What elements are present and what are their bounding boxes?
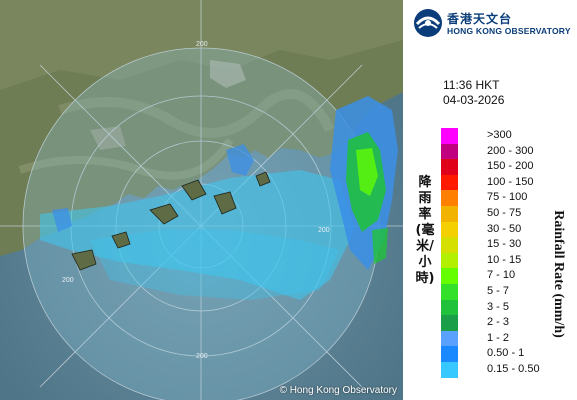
map-credit: © Hong Kong Observatory bbox=[279, 385, 397, 396]
logo-chinese-text: 香港天文台 bbox=[447, 12, 513, 26]
legend-label: 2 - 3 bbox=[487, 316, 510, 329]
legend-label: 5 - 7 bbox=[487, 284, 510, 297]
legend-label: 100 - 150 bbox=[487, 175, 534, 188]
range-label-left: 200 bbox=[62, 277, 74, 284]
legend-label: 75 - 100 bbox=[487, 191, 528, 204]
legend-label: >300 bbox=[487, 129, 512, 141]
legend-label: 3 - 5 bbox=[487, 300, 510, 313]
legend-row: 0.50 - 1 bbox=[441, 346, 551, 362]
legend-swatch bbox=[441, 299, 458, 316]
legend-panel: 香港天文台 HONG KONG OBSERVATORY 11:36 HKT 04… bbox=[403, 0, 577, 400]
legend-row: 15 - 30 bbox=[441, 237, 551, 253]
legend-row: 5 - 7 bbox=[441, 283, 551, 300]
legend-row: 30 - 50 bbox=[441, 221, 551, 238]
coastline-islands bbox=[71, 171, 271, 271]
legend-row: 3 - 5 bbox=[441, 299, 551, 316]
legend-label: 30 - 50 bbox=[487, 222, 522, 235]
observatory-logo[interactable]: 香港天文台 HONG KONG OBSERVATORY bbox=[413, 8, 573, 38]
legend-row: 0.15 - 0.50 bbox=[441, 361, 551, 378]
legend-row: 200 - 300 bbox=[441, 143, 551, 160]
rain-echo-light bbox=[40, 170, 355, 300]
legend-swatch bbox=[441, 361, 458, 378]
legend-swatch bbox=[441, 221, 458, 238]
legend-row: 1 - 2 bbox=[441, 330, 551, 347]
legend-swatch bbox=[441, 205, 458, 222]
range-label-right: 200 bbox=[318, 227, 330, 234]
radar-map[interactable]: 200 200 200 200 © Hong Kong Observatory bbox=[0, 0, 403, 400]
legend-swatch bbox=[441, 237, 458, 253]
legend-row: 50 - 75 bbox=[441, 205, 551, 222]
legend-label: 0.50 - 1 bbox=[487, 347, 525, 360]
legend-row: 2 - 3 bbox=[441, 315, 551, 331]
legend-swatch bbox=[441, 143, 458, 160]
legend-swatch bbox=[441, 252, 458, 269]
legend-label: 7 - 10 bbox=[487, 269, 516, 282]
observatory-logo-icon bbox=[414, 9, 442, 37]
legend-label: 0.15 - 0.50 bbox=[487, 362, 540, 375]
legend-title-chinese: 降雨率(毫米/小時) bbox=[415, 175, 435, 286]
legend-row: 7 - 10 bbox=[441, 268, 551, 284]
legend-title-english: Rainfall Rate (mm/h) bbox=[551, 210, 566, 338]
legend-label: 1 - 2 bbox=[487, 331, 510, 344]
legend-title-english-wrap: Rainfall Rate (mm/h) bbox=[545, 184, 571, 364]
legend-swatch bbox=[441, 128, 458, 144]
legend-label: 15 - 30 bbox=[487, 238, 522, 251]
range-label-bottom: 200 bbox=[196, 353, 208, 360]
legend-row: 100 - 150 bbox=[441, 174, 551, 191]
legend-swatch bbox=[441, 346, 458, 362]
legend-swatch bbox=[441, 159, 458, 175]
legend-swatch bbox=[441, 330, 458, 347]
legend-row: 150 - 200 bbox=[441, 159, 551, 175]
radar-map-canvas: 200 200 200 200 bbox=[0, 0, 403, 400]
legend-swatch bbox=[441, 315, 458, 331]
timestamp: 11:36 HKT 04-03-2026 bbox=[443, 78, 504, 108]
legend-swatch bbox=[441, 174, 458, 191]
legend-label: 200 - 300 bbox=[487, 144, 534, 157]
legend-swatch bbox=[441, 268, 458, 284]
legend-swatch bbox=[441, 190, 458, 206]
time-text: 11:36 HKT bbox=[443, 78, 500, 92]
logo-english-text: HONG KONG OBSERVATORY bbox=[447, 26, 571, 36]
legend-label: 10 - 15 bbox=[487, 253, 522, 266]
legend-swatch bbox=[441, 283, 458, 300]
legend-label: 150 - 200 bbox=[487, 160, 534, 173]
legend-row: >300 bbox=[441, 128, 551, 144]
legend-row: 10 - 15 bbox=[441, 252, 551, 269]
range-label-top: 200 bbox=[196, 41, 208, 48]
date-text: 04-03-2026 bbox=[443, 93, 505, 107]
legend-label: 50 - 75 bbox=[487, 206, 522, 219]
rainfall-scale: >300 200 - 300 150 - 200 100 - 150 75 - 100 5… bbox=[441, 128, 551, 378]
legend-row: 75 - 100 bbox=[441, 190, 551, 206]
